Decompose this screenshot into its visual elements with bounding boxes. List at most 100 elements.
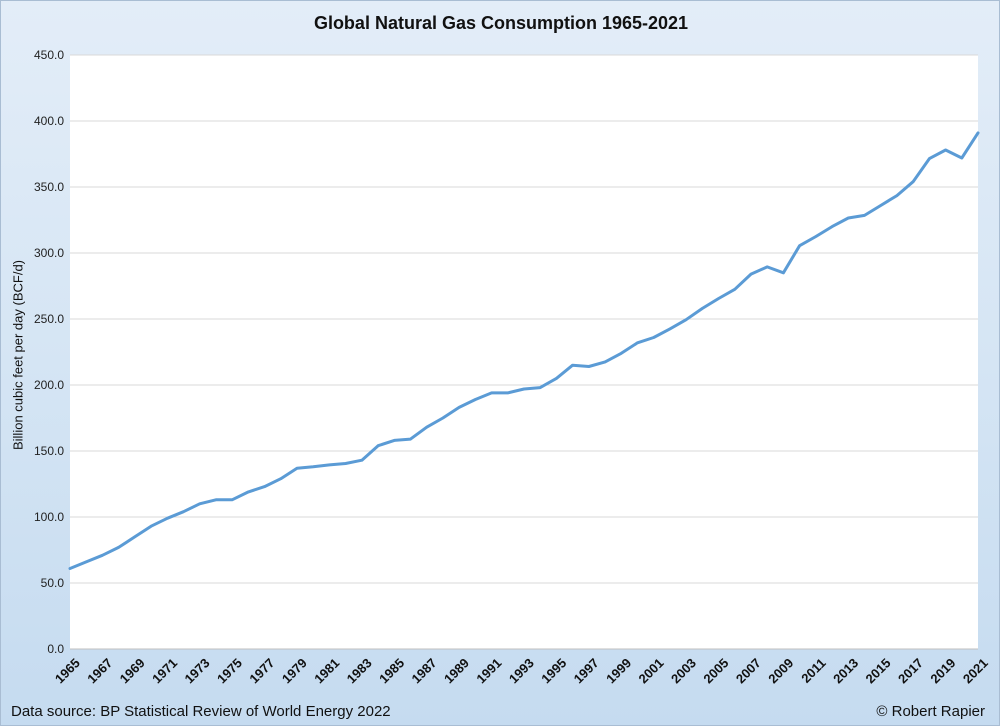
data-point <box>214 498 218 502</box>
y-tick-labels: 0.0 50.0 100.0 150.0 200.0 250.0 300.0 350.0 400… <box>34 48 64 656</box>
y-tick-label: 0.0 <box>47 642 64 656</box>
x-tick-label: 2007 <box>733 655 764 686</box>
data-point <box>636 341 639 344</box>
data-point <box>474 398 477 401</box>
x-tick-labels: 1965 1967 1969 1971 1973 1975 1977 1979 1981 1983… <box>52 655 991 686</box>
chart-title: Global Natural Gas Consumption 1965-2021 <box>313 13 689 33</box>
data-point <box>295 466 299 470</box>
data-point <box>944 148 947 152</box>
data-point <box>733 288 736 291</box>
x-tick-label: 1989 <box>441 655 472 686</box>
data-point <box>603 360 607 364</box>
data-source-note: Data source: BP Statistical Review of Wo… <box>11 703 391 720</box>
x-tick-label: 1991 <box>473 655 504 686</box>
x-tick-label: 2011 <box>798 655 829 686</box>
data-point <box>814 235 818 238</box>
x-tick-label: 1987 <box>409 655 440 686</box>
data-point <box>879 204 882 207</box>
y-tick-label: 300.0 <box>34 246 64 260</box>
x-tick-label: 1981 <box>311 655 342 686</box>
y-tick-label: 200.0 <box>34 378 64 392</box>
data-point <box>652 336 655 339</box>
data-point <box>425 426 428 429</box>
data-point <box>620 352 623 355</box>
data-point <box>911 180 915 183</box>
data-point <box>68 567 72 570</box>
plot-area <box>70 55 978 649</box>
x-tick-label: 1995 <box>538 655 569 686</box>
x-tick-label: 1977 <box>246 655 277 686</box>
data-point <box>506 391 509 395</box>
data-point <box>117 546 120 549</box>
x-tick-label: 1971 <box>149 655 180 686</box>
series-layer <box>68 131 980 570</box>
data-point <box>101 554 104 557</box>
data-point <box>830 225 834 228</box>
data-point <box>409 437 412 441</box>
data-point <box>782 271 785 274</box>
y-tick-label: 400.0 <box>34 114 64 128</box>
data-point <box>587 365 591 368</box>
credit-note: © Robert Rapier <box>876 703 985 720</box>
y-tick-label: 150.0 <box>34 444 64 458</box>
x-tick-label: 1979 <box>279 655 310 686</box>
x-tick-label: 2015 <box>863 655 894 686</box>
x-tick-label: 1997 <box>571 655 602 686</box>
x-tick-label: 2003 <box>668 655 699 686</box>
data-point <box>539 386 542 389</box>
y-tick-label: 100.0 <box>34 510 64 524</box>
x-tick-label: 1967 <box>84 655 115 686</box>
data-point <box>247 490 250 494</box>
data-point <box>263 485 266 488</box>
y-tick-label: 50.0 <box>41 576 65 590</box>
data-point <box>847 216 850 220</box>
data-point <box>668 327 672 331</box>
x-tick-label: 1999 <box>603 655 634 686</box>
x-tick-label: 2005 <box>700 655 731 686</box>
data-point <box>749 272 753 276</box>
y-tick-label: 250.0 <box>34 312 64 326</box>
data-point <box>393 439 396 442</box>
data-point <box>376 444 380 447</box>
data-point <box>798 244 801 247</box>
data-point <box>684 318 688 321</box>
x-tick-label: 2021 <box>960 655 991 686</box>
data-point <box>441 416 445 420</box>
data-point <box>976 131 980 135</box>
data-point <box>230 498 234 502</box>
x-tick-label: 2009 <box>765 655 796 686</box>
data-point <box>863 214 866 217</box>
data-point <box>279 477 282 480</box>
data-point <box>149 525 153 528</box>
x-tick-label: 2013 <box>830 655 861 686</box>
data-point <box>166 517 169 520</box>
grid-layer <box>70 54 978 650</box>
data-point <box>960 156 963 160</box>
x-tick-label: 1969 <box>117 655 148 686</box>
y-tick-label: 450.0 <box>34 48 64 62</box>
data-point <box>312 465 315 469</box>
x-tick-label: 2001 <box>636 655 667 686</box>
data-point <box>571 364 574 367</box>
x-tick-label: 1973 <box>182 655 213 686</box>
x-tick-label: 1965 <box>52 655 83 686</box>
data-point <box>328 463 331 467</box>
data-point <box>182 510 185 513</box>
data-point <box>766 265 769 269</box>
x-tick-label: 1993 <box>506 655 537 686</box>
x-tick-label: 2017 <box>895 655 926 686</box>
data-point <box>717 297 720 300</box>
data-point <box>344 462 347 465</box>
data-point <box>133 535 137 538</box>
data-point <box>360 459 364 462</box>
x-tick-label: 1983 <box>344 655 375 686</box>
data-point <box>555 377 558 380</box>
data-point <box>928 157 931 160</box>
x-tick-label: 1975 <box>214 655 245 686</box>
x-tick-label: 1985 <box>376 655 407 686</box>
y-tick-label: 350.0 <box>34 180 64 194</box>
data-point <box>85 560 88 564</box>
data-point <box>522 387 526 391</box>
